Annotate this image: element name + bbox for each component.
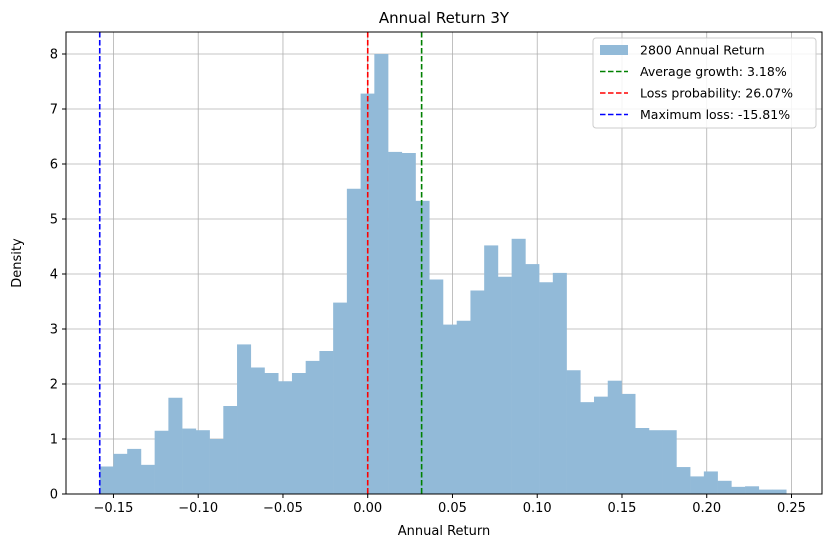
y-tick-label: 2 xyxy=(50,378,58,393)
y-tick-label: 3 xyxy=(50,323,58,338)
histogram-bar xyxy=(264,373,279,494)
histogram-bar xyxy=(442,324,458,494)
legend-label-loss-probability: Loss probability: 26.07% xyxy=(640,86,793,101)
histogram-bar xyxy=(690,476,705,494)
y-axis-ticks: 0 1 2 3 4 5 6 7 8 xyxy=(50,48,66,503)
histogram-bar xyxy=(745,486,760,494)
y-tick-label: 0 xyxy=(50,488,58,503)
histogram-bar xyxy=(168,397,183,494)
y-tick-label: 4 xyxy=(50,268,58,283)
histogram-bar xyxy=(195,430,210,494)
histogram-bar xyxy=(539,282,554,494)
legend-label-histogram: 2800 Annual Return xyxy=(640,43,765,58)
histogram-bar xyxy=(731,486,746,494)
y-tick-label: 1 xyxy=(50,433,58,448)
histogram-bar xyxy=(140,464,155,494)
histogram-bar xyxy=(99,466,114,494)
histogram-bar xyxy=(388,151,403,494)
histogram-bars xyxy=(99,54,787,494)
histogram-bar xyxy=(703,471,718,494)
histogram-bar xyxy=(319,351,334,494)
legend-label-maximum-loss: Maximum loss: -15.81% xyxy=(640,107,790,122)
histogram-bar xyxy=(470,290,485,494)
histogram-bar xyxy=(676,467,691,494)
histogram-bar xyxy=(648,430,663,494)
legend-box xyxy=(592,37,817,129)
histogram-bar xyxy=(154,430,169,494)
legend: 2800 Annual Return Average growth: 3.18%… xyxy=(592,37,817,129)
y-tick-label: 8 xyxy=(50,48,58,63)
x-tick-label: 0.10 xyxy=(523,501,552,516)
y-axis-label: Density xyxy=(10,238,25,288)
histogram-bar xyxy=(566,370,581,494)
y-tick-label: 6 xyxy=(50,158,58,173)
x-tick-label: 0.25 xyxy=(777,501,806,516)
histogram-bar xyxy=(291,373,306,494)
x-tick-label: −0.05 xyxy=(263,501,303,516)
histogram-bar xyxy=(223,406,238,494)
histogram-bar xyxy=(113,453,128,494)
histogram-bar xyxy=(772,489,787,494)
reference-lines xyxy=(98,32,423,494)
histogram-bar xyxy=(360,93,375,494)
y-tick-label: 7 xyxy=(50,103,58,118)
legend-label-average-growth: Average growth: 3.18% xyxy=(640,64,787,79)
histogram-bar xyxy=(525,264,540,494)
histogram-bar xyxy=(621,393,636,494)
x-tick-label: −0.15 xyxy=(94,501,134,516)
histogram-bar xyxy=(401,153,416,494)
histogram-bar xyxy=(182,428,197,494)
x-tick-label: 0.15 xyxy=(608,501,637,516)
histogram-bar xyxy=(594,396,609,494)
chart-title: Annual Return 3Y xyxy=(379,9,510,27)
histogram-bar xyxy=(662,430,677,494)
histogram-bar xyxy=(429,279,444,494)
x-tick-label: 0.05 xyxy=(438,501,467,516)
y-tick-label: 5 xyxy=(50,213,58,228)
x-tick-label: 0.00 xyxy=(353,501,382,516)
x-tick-label: −0.10 xyxy=(178,501,218,516)
histogram-bar xyxy=(333,302,348,494)
x-axis-ticks: −0.15 −0.10 −0.05 0.00 0.05 0.10 0.15 0.20 0.25 xyxy=(94,494,806,516)
histogram-bar xyxy=(511,238,526,494)
histogram-bar xyxy=(580,402,595,494)
x-axis-label: Annual Return xyxy=(398,524,490,539)
histogram-bar xyxy=(278,381,293,494)
legend-swatch-histogram xyxy=(600,45,628,55)
histogram-bar xyxy=(484,245,499,494)
histogram-bar xyxy=(346,188,361,494)
histogram-bar xyxy=(374,54,389,494)
histogram-bar xyxy=(127,448,142,494)
x-tick-label: 0.20 xyxy=(692,501,721,516)
histogram-bar xyxy=(607,380,622,494)
histogram-bar xyxy=(635,428,650,494)
histogram-bar xyxy=(552,272,567,494)
histogram-bar xyxy=(237,344,252,494)
histogram-bar xyxy=(250,367,265,494)
histogram-bar xyxy=(209,439,224,494)
histogram-bar xyxy=(415,200,430,494)
histogram-bar xyxy=(305,360,320,494)
histogram-bar xyxy=(717,480,732,494)
plot-frame xyxy=(65,31,823,495)
histogram-bar xyxy=(456,320,471,494)
histogram-bar xyxy=(758,489,773,494)
histogram-bar xyxy=(497,276,512,494)
